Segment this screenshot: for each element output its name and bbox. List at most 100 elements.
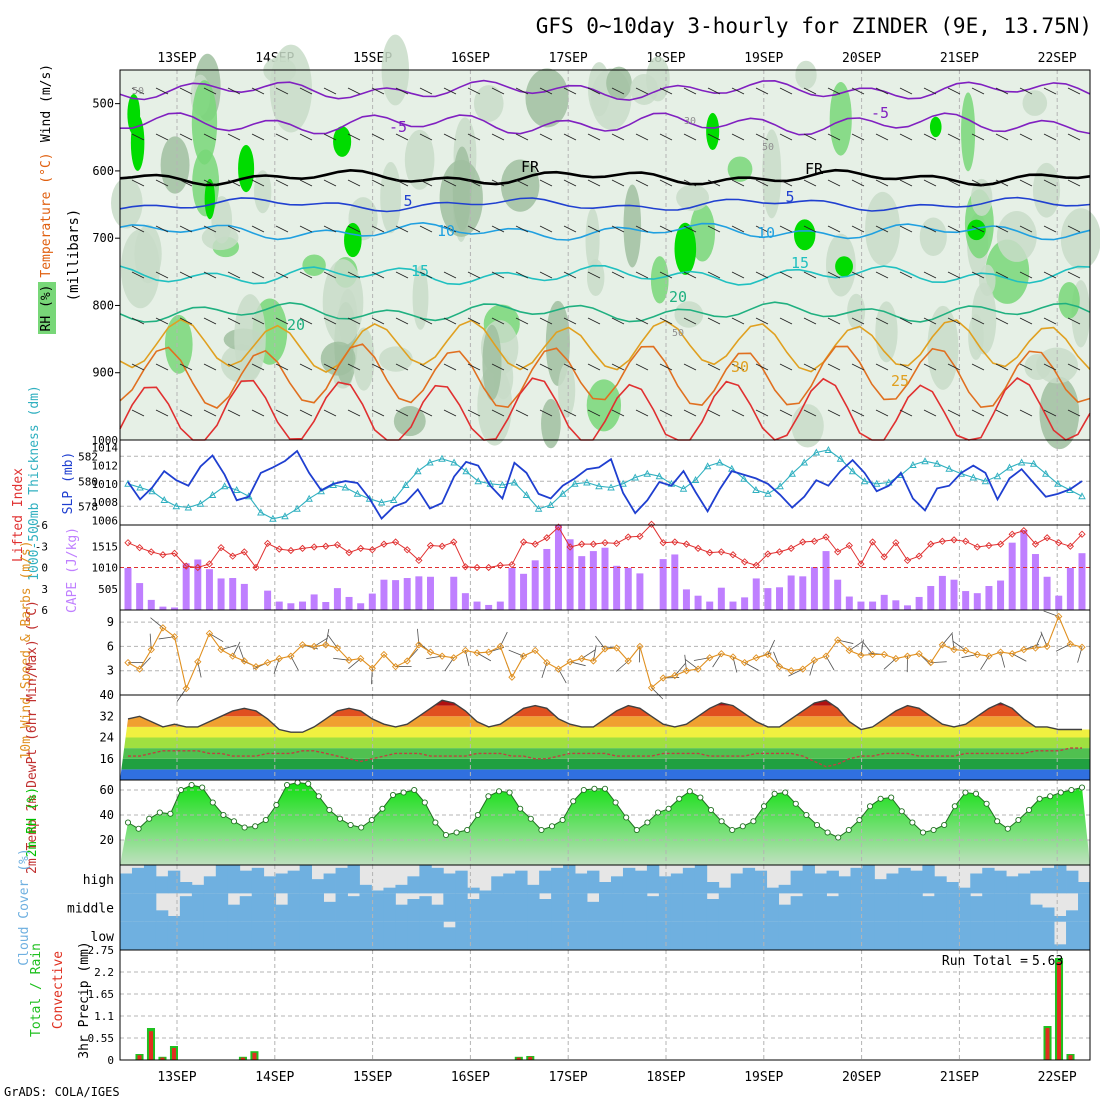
cloud-bar	[610, 876, 624, 894]
temp-bands	[120, 700, 1090, 780]
cloud-bar	[814, 873, 827, 894]
wind-barb	[971, 271, 985, 279]
slp-tick-label: 1008	[92, 496, 119, 509]
thickness-point	[269, 514, 277, 522]
thickness-point	[740, 474, 748, 482]
wind-speed-point	[485, 648, 493, 656]
rh-point	[1004, 825, 1011, 832]
thickness-slp-panel	[120, 440, 1090, 525]
cloud-bar	[982, 867, 995, 894]
cloud-bar	[539, 899, 552, 922]
wind-barb	[467, 87, 481, 95]
cloud-bar	[670, 893, 684, 922]
rh-point	[1036, 795, 1043, 802]
wind-barb	[587, 363, 601, 371]
wind-barb	[1043, 87, 1057, 95]
lifted-index-point	[240, 548, 248, 556]
cloud-bar	[527, 884, 540, 894]
wind-speed-point	[880, 650, 888, 659]
cloud-bar	[143, 921, 157, 950]
wind-barb	[179, 225, 193, 233]
lifted-index-point	[1043, 534, 1051, 542]
lifted-index-point	[217, 544, 225, 552]
rh-point	[358, 824, 365, 831]
wind-barb	[827, 363, 841, 371]
cloud-bar	[120, 893, 133, 922]
wind-speed-point	[717, 650, 725, 658]
bottom-date-label: 19SEP	[744, 1070, 783, 1085]
rh-cell	[412, 265, 429, 330]
cloud-bar	[670, 921, 684, 950]
cloud-bar	[131, 921, 145, 950]
rh-cell	[588, 62, 611, 117]
wind-barb	[179, 179, 193, 187]
cloud-bar	[682, 867, 696, 894]
lifted-index-point	[531, 540, 539, 548]
wind-speed-point	[752, 654, 760, 662]
wind-barb	[443, 409, 457, 417]
lifted-index-point	[787, 544, 795, 553]
cloud-bar	[982, 893, 995, 922]
rh-point	[909, 819, 916, 826]
thickness-point	[365, 494, 374, 502]
cloud-bar	[323, 921, 336, 950]
wind-barb	[611, 317, 625, 325]
wind-barb	[827, 133, 841, 141]
wind-tick-label: 9	[107, 615, 114, 629]
wind-barb	[491, 409, 505, 417]
cloud-bar	[155, 910, 169, 922]
wind-barb	[443, 179, 457, 187]
cloud-bar	[239, 896, 253, 922]
rh-cell	[795, 60, 817, 90]
cloud-layer-label: high	[83, 873, 114, 888]
wind-barb	[227, 179, 241, 187]
thickness-point	[245, 492, 253, 500]
cloud-bar	[539, 870, 552, 894]
cape-bar	[415, 576, 423, 610]
lifted-index-point	[578, 540, 586, 548]
rh-point	[135, 825, 142, 832]
rh-point	[177, 786, 185, 794]
rh-contour-label: 30	[684, 116, 696, 127]
lifted-index-point	[659, 539, 667, 547]
cloud-bar	[622, 893, 636, 922]
cape-bar	[880, 594, 888, 610]
wind-barb	[179, 363, 193, 371]
cape-bar	[613, 565, 621, 610]
cape-bar	[915, 596, 923, 610]
isotherm-label: 10	[757, 224, 775, 242]
cape-bar	[810, 567, 818, 610]
bottom-date-label: 14SEP	[255, 1070, 294, 1085]
cloud-bar	[359, 893, 372, 922]
wind-barb	[1043, 271, 1057, 279]
wind-barb	[467, 271, 481, 279]
cloud-bar	[443, 893, 456, 922]
thickness-point	[969, 473, 978, 481]
precip-tick-label: 2.2	[94, 966, 114, 979]
lifted-index-point	[857, 560, 865, 568]
wind-barb	[683, 179, 697, 187]
wind-barb	[851, 271, 865, 279]
wind-barb	[581, 649, 596, 659]
wind-barb	[707, 179, 721, 187]
rh-point	[188, 781, 195, 789]
wind-barb	[611, 225, 625, 233]
wind-speed-point	[915, 650, 923, 658]
wind-barb	[587, 179, 601, 187]
lifted-index-point	[368, 546, 376, 554]
isotherm-label: -5	[389, 118, 407, 136]
wind-barb	[275, 317, 289, 325]
wind-barb	[635, 409, 649, 417]
cloud-bar	[563, 921, 576, 950]
cloud-bar	[826, 870, 839, 894]
wind-barb	[443, 317, 457, 325]
temp-line	[127, 699, 1082, 733]
rh-point	[146, 815, 153, 822]
thickness-point	[558, 489, 567, 497]
rh-point	[379, 805, 386, 812]
cloud-bar	[994, 921, 1007, 950]
cloud-bar	[766, 887, 780, 894]
wind-speed-point	[240, 657, 248, 665]
rh-cell	[585, 207, 600, 272]
cloud-bar	[1006, 893, 1019, 922]
